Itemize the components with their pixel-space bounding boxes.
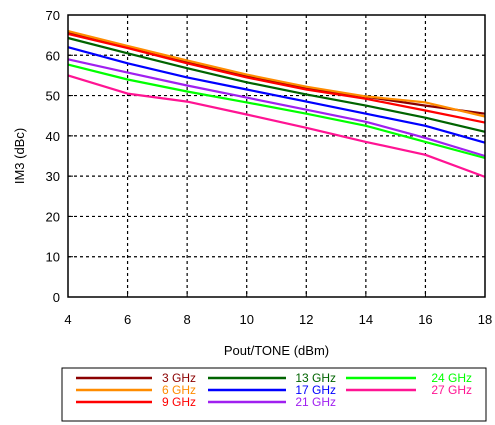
x-tick-label: 10: [239, 312, 253, 327]
series-line-17-ghz: [67, 46, 486, 144]
x-tick-label: 12: [299, 312, 313, 327]
x-tick-label: 18: [478, 312, 492, 327]
y-tick-label: 10: [46, 250, 60, 265]
y-tick-label: 0: [53, 290, 60, 305]
x-tick-label: 4: [64, 312, 71, 327]
x-tick-label: 14: [359, 312, 373, 327]
legend-label-21-ghz: 21 GHz: [295, 395, 336, 409]
x-tick-label: 6: [124, 312, 131, 327]
series-line-21-ghz: [67, 58, 486, 158]
plot-area-frame: [67, 14, 486, 298]
x-tick-label: 8: [184, 312, 191, 327]
x-tick-label: 16: [418, 312, 432, 327]
legend-label-6-ghz: 6 GHz: [162, 383, 196, 397]
y-tick-label: 50: [46, 89, 60, 104]
legend-box: [61, 367, 487, 422]
legend-label-9-ghz: 9 GHz: [162, 395, 196, 409]
legend-label-24-ghz: 24 GHz: [431, 371, 472, 385]
legend-label-27-ghz: 27 GHz: [431, 383, 472, 397]
series-layer: [67, 30, 486, 178]
y-tick-label: 60: [46, 48, 60, 63]
series-line-13-ghz: [67, 36, 486, 133]
series-line-27-ghz: [67, 74, 486, 178]
ticks-layer: 4 6 8 10 12 14 16 18 0 10 20 30 40 50 60 70: [46, 8, 493, 327]
y-axis-label: IM3 (dBc): [12, 128, 27, 184]
legend-label-13-ghz: 13 GHz: [295, 371, 336, 385]
y-tick-label: 40: [46, 129, 60, 144]
y-tick-label: 20: [46, 209, 60, 224]
grid-layer: [68, 15, 485, 297]
x-axis-label: Pout/TONE (dBm): [224, 343, 329, 358]
y-tick-label: 30: [46, 169, 60, 184]
series-line-6-ghz: [67, 30, 486, 118]
series-line-24-ghz: [67, 63, 486, 160]
legend-label-17-ghz: 17 GHz: [295, 383, 336, 397]
y-tick-label: 70: [46, 8, 60, 23]
series-line-9-ghz: [67, 32, 486, 124]
legend-label-3-ghz: 3 GHz: [162, 371, 196, 385]
